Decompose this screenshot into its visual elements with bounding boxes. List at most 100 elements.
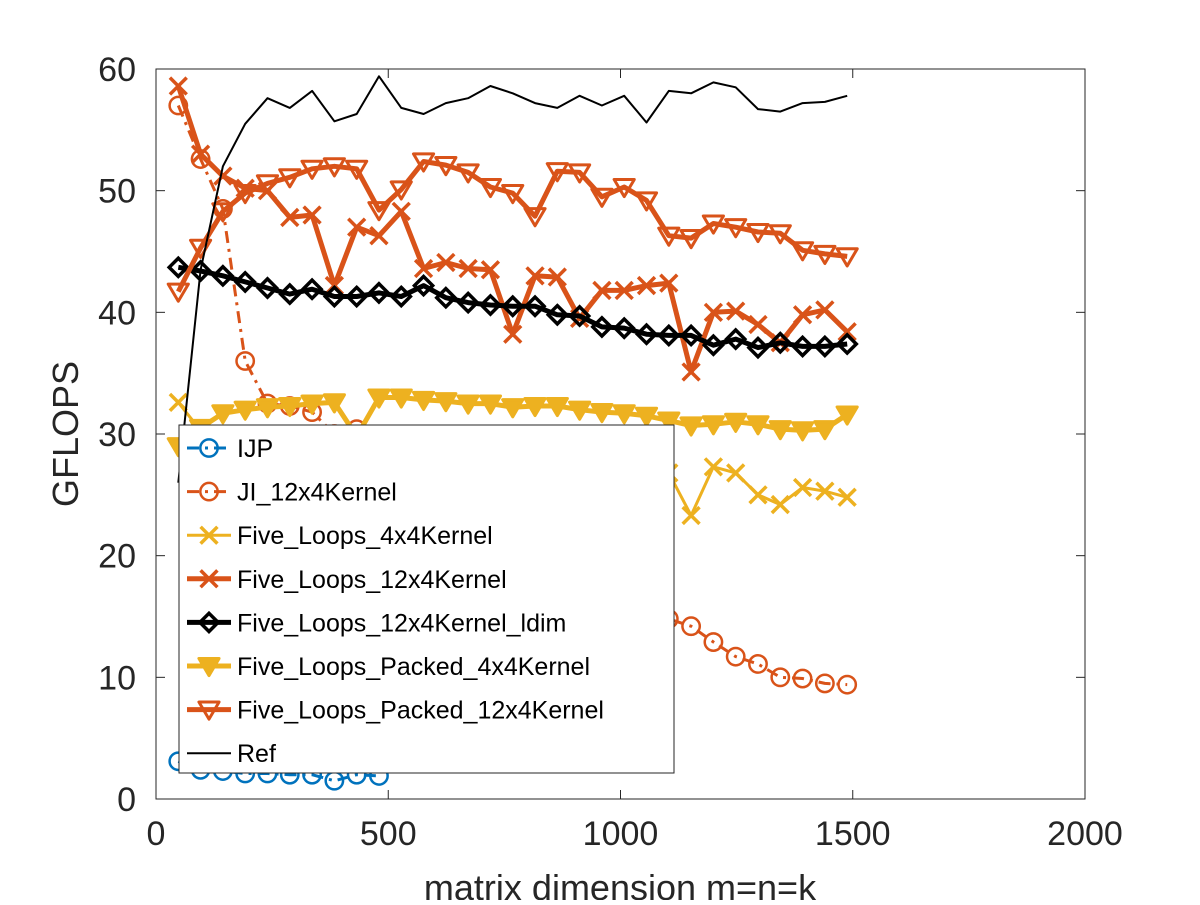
legend-entry-ref: Ref xyxy=(187,740,276,768)
data-point-five-loops-packed-4x4kernel xyxy=(322,393,346,414)
y-tick-label: 10 xyxy=(98,659,136,697)
data-point-five-loops-12x4kernel xyxy=(413,258,434,279)
legend-entry-ji-12x4kernel: JI_12x4Kernel xyxy=(187,479,397,507)
data-point-five-loops-12x4kernel-ldim xyxy=(835,332,859,356)
data-point-five-loops-12x4kernel xyxy=(436,252,456,273)
data-point-five-loops-4x4kernel xyxy=(703,457,724,477)
data-point-five-loops-12x4kernel xyxy=(213,166,233,186)
data-point-five-loops-packed-12x4kernel xyxy=(501,184,525,205)
data-point-five-loops-12x4kernel-ldim xyxy=(768,331,792,355)
data-point-five-loops-packed-12x4kernel xyxy=(835,247,859,268)
data-point-five-loops-12x4kernel-ldim xyxy=(478,293,503,317)
x-tick-label: 1500 xyxy=(815,815,891,853)
legend-marker xyxy=(197,610,221,634)
data-point-five-loops-12x4kernel xyxy=(681,362,701,382)
data-point-five-loops-packed-4x4kernel xyxy=(478,394,503,415)
data-point-five-loops-12x4kernel-ldim xyxy=(411,273,436,298)
data-point-five-loops-packed-12x4kernel xyxy=(411,152,436,173)
data-point-five-loops-packed-4x4kernel xyxy=(634,406,659,427)
data-point-five-loops-12x4kernel xyxy=(547,267,567,287)
data-point-five-loops-12x4kernel-ldim xyxy=(189,259,213,283)
data-point-ji-12x4kernel xyxy=(235,351,256,371)
data-point-five-loops-12x4kernel xyxy=(369,226,389,246)
legend-label: Five_Loops_12x4Kernel_ldim xyxy=(237,609,566,637)
data-point-five-loops-12x4kernel xyxy=(726,301,746,321)
x-axis-label: matrix dimension m=n=k xyxy=(424,867,817,900)
data-point-five-loops-packed-12x4kernel xyxy=(768,224,792,245)
x-tick-label: 0 xyxy=(147,815,166,853)
y-tick-label: 20 xyxy=(98,538,136,576)
data-point-five-loops-packed-4x4kernel xyxy=(612,404,636,425)
data-point-five-loops-packed-12x4kernel xyxy=(278,168,302,189)
data-point-five-loops-4x4kernel xyxy=(726,463,746,483)
data-point-five-loops-12x4kernel xyxy=(837,322,857,342)
data-point-five-loops-12x4kernel xyxy=(480,260,501,280)
data-point-five-loops-4x4kernel xyxy=(168,392,188,413)
data-point-five-loops-packed-12x4kernel xyxy=(233,184,257,205)
data-point-five-loops-packed-4x4kernel xyxy=(701,415,725,436)
data-point-five-loops-12x4kernel xyxy=(525,266,545,286)
legend-entry-five-loops-4x4kernel: Five_Loops_4x4Kernel xyxy=(187,522,493,550)
data-point-ji-12x4kernel xyxy=(703,632,724,652)
data-point-five-loops-packed-4x4kernel xyxy=(255,398,280,419)
legend-label: Five_Loops_Packed_4x4Kernel xyxy=(237,653,590,681)
series-five-loops-12x4kernel-ldim xyxy=(166,255,859,360)
data-point-five-loops-12x4kernel-ldim xyxy=(813,334,837,358)
data-point-five-loops-12x4kernel-ldim xyxy=(701,333,725,357)
data-point-five-loops-12x4kernel xyxy=(347,217,367,237)
data-point-five-loops-12x4kernel xyxy=(815,300,835,320)
data-point-five-loops-12x4kernel-ldim xyxy=(300,277,324,301)
data-point-five-loops-packed-12x4kernel xyxy=(746,222,770,244)
data-point-five-loops-packed-4x4kernel xyxy=(568,400,592,421)
legend-label: JI_12x4Kernel xyxy=(237,479,397,507)
data-point-five-loops-packed-4x4kernel xyxy=(813,420,837,441)
data-point-five-loops-12x4kernel xyxy=(458,258,478,279)
data-point-ji-12x4kernel xyxy=(792,668,813,689)
data-point-five-loops-12x4kernel-ldim xyxy=(657,323,681,348)
data-point-five-loops-12x4kernel-ldim xyxy=(545,303,569,327)
data-point-five-loops-12x4kernel-ldim xyxy=(612,316,636,340)
data-point-five-loops-packed-12x4kernel xyxy=(456,163,480,184)
legend-label: Five_Loops_Packed_12x4Kernel xyxy=(237,697,604,725)
data-point-five-loops-packed-12x4kernel xyxy=(701,214,725,235)
data-point-five-loops-packed-4x4kernel xyxy=(523,396,547,418)
legend-marker xyxy=(199,569,219,589)
data-point-five-loops-packed-12x4kernel xyxy=(634,191,659,212)
data-point-five-loops-4x4kernel xyxy=(748,485,768,505)
legend-label: IJP xyxy=(237,435,273,463)
data-point-five-loops-packed-4x4kernel xyxy=(389,388,413,409)
data-point-ji-12x4kernel xyxy=(770,667,791,688)
legend-box xyxy=(178,424,675,774)
data-point-five-loops-packed-12x4kernel xyxy=(166,282,190,303)
data-point-five-loops-12x4kernel-ldim xyxy=(278,282,302,306)
data-point-five-loops-packed-4x4kernel xyxy=(835,405,859,426)
data-point-five-loops-12x4kernel-ldim xyxy=(523,294,547,318)
data-point-ji-12x4kernel xyxy=(725,646,746,667)
data-point-five-loops-packed-4x4kernel xyxy=(278,396,302,418)
data-point-five-loops-packed-4x4kernel xyxy=(411,390,436,412)
data-point-ji-12x4kernel xyxy=(814,673,835,694)
data-point-five-loops-12x4kernel xyxy=(614,280,634,301)
data-point-five-loops-packed-12x4kernel xyxy=(724,218,748,239)
data-point-five-loops-packed-4x4kernel xyxy=(456,394,480,415)
data-point-five-loops-12x4kernel xyxy=(302,205,322,225)
y-tick-label: 0 xyxy=(117,781,136,819)
data-point-five-loops-packed-12x4kernel xyxy=(300,159,324,180)
x-tick-label: 1000 xyxy=(583,815,659,853)
y-tick-label: 30 xyxy=(98,416,136,454)
data-point-five-loops-12x4kernel xyxy=(636,275,657,296)
data-point-five-loops-packed-12x4kernel xyxy=(389,180,413,201)
data-point-five-loops-packed-4x4kernel xyxy=(300,394,324,415)
data-point-five-loops-12x4kernel-ldim xyxy=(166,255,190,279)
legend-label: Five_Loops_4x4Kernel xyxy=(237,522,493,550)
legend-marker xyxy=(199,438,219,458)
data-point-five-loops-12x4kernel xyxy=(703,302,724,322)
data-point-five-loops-packed-12x4kernel xyxy=(478,177,503,199)
data-point-five-loops-12x4kernel-ldim xyxy=(501,294,525,318)
data-point-ji-12x4kernel xyxy=(681,616,702,637)
legend-entry-five-loops-12x4kernel-ldim: Five_Loops_12x4Kernel_ldim xyxy=(187,609,566,637)
data-point-five-loops-packed-12x4kernel xyxy=(255,174,280,195)
data-point-five-loops-12x4kernel-ldim xyxy=(434,286,458,310)
data-point-five-loops-packed-4x4kernel xyxy=(434,392,458,413)
data-point-five-loops-12x4kernel xyxy=(280,207,300,228)
